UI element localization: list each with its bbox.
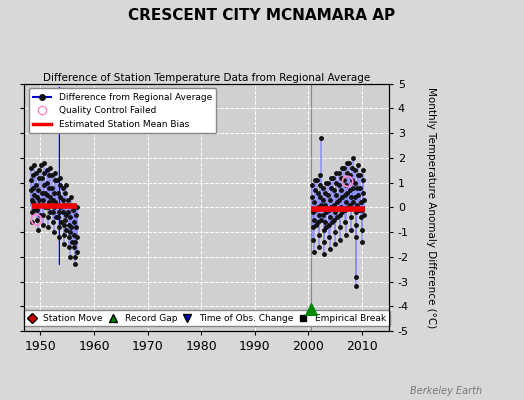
Title: Difference of Station Temperature Data from Regional Average: Difference of Station Temperature Data f… — [43, 73, 370, 83]
Text: Berkeley Earth: Berkeley Earth — [410, 386, 482, 396]
Point — [32, 216, 41, 223]
Y-axis label: Monthly Temperature Anomaly Difference (°C): Monthly Temperature Anomaly Difference (… — [425, 87, 435, 328]
Point — [343, 178, 352, 185]
Legend: Station Move, Record Gap, Time of Obs. Change, Empirical Break: Station Move, Record Gap, Time of Obs. C… — [24, 310, 390, 326]
Point — [307, 306, 315, 312]
Text: CRESCENT CITY MCNAMARA AP: CRESCENT CITY MCNAMARA AP — [128, 8, 396, 23]
